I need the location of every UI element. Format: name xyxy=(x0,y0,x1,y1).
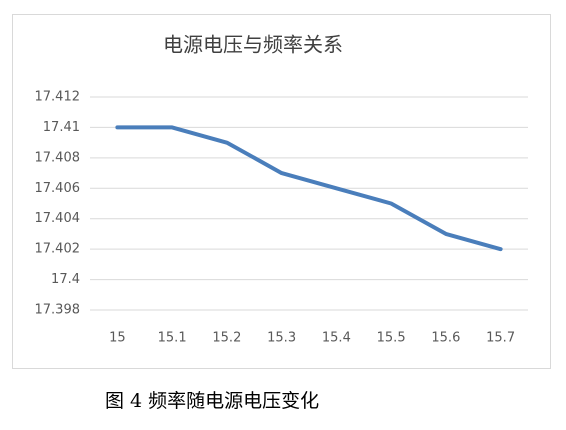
y-tick-label: 17.404 xyxy=(35,211,81,226)
x-tick-label: 15 xyxy=(109,331,126,346)
y-tick-label: 17.398 xyxy=(35,303,81,318)
chart-title: 电源电压与频率关系 xyxy=(163,33,343,57)
y-tick-label: 17.412 xyxy=(35,90,81,105)
data-line xyxy=(115,125,503,252)
y-tick-label: 17.408 xyxy=(35,150,81,165)
x-tick-label: 15.4 xyxy=(322,331,351,346)
x-tick-label: 15.5 xyxy=(377,331,406,346)
y-tick-label: 17.4 xyxy=(51,272,80,287)
x-tick-label: 15.6 xyxy=(431,331,460,346)
x-tick-label: 15.1 xyxy=(158,331,187,346)
chart-frame xyxy=(12,14,551,369)
x-tick-label: 15.2 xyxy=(212,331,241,346)
y-tick-label: 17.41 xyxy=(43,120,80,135)
caption: 图 4 频率随电源电压变化 xyxy=(105,390,319,412)
x-tick-label: 15.7 xyxy=(486,331,515,346)
x-tick-label: 15.3 xyxy=(267,331,296,346)
y-tick-label: 17.406 xyxy=(35,181,81,196)
y-tick-label: 17.402 xyxy=(35,242,81,257)
